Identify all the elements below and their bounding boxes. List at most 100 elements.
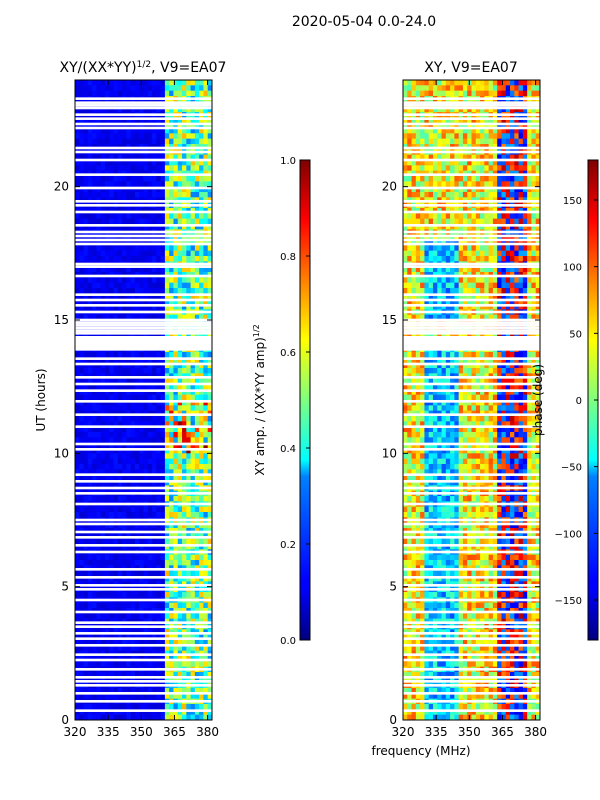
heatmap-cell	[182, 592, 187, 598]
heatmap-cell	[194, 293, 200, 300]
heatmap-cell	[445, 138, 451, 145]
heatmap-cell	[104, 304, 110, 310]
heatmap-cell	[194, 560, 200, 566]
heatmap-cell	[87, 138, 93, 145]
heatmap-cell	[190, 304, 196, 310]
heatmap-cell	[173, 544, 179, 550]
heatmap-cell	[134, 421, 140, 428]
heatmap-cell	[92, 432, 97, 438]
heatmap-cell	[143, 282, 149, 289]
heatmap-cell	[505, 186, 511, 193]
heatmap-cell	[445, 133, 451, 140]
heatmap-cell	[79, 192, 84, 198]
heatmap-cell	[527, 192, 532, 198]
heatmap-cell	[182, 421, 187, 428]
heatmap-cell	[75, 245, 80, 252]
heatmap-cell	[164, 672, 170, 678]
heatmap-cell	[96, 293, 102, 300]
heatmap-cell	[173, 218, 179, 225]
heatmap-cell	[177, 421, 183, 428]
heatmap-cell	[113, 437, 119, 444]
heatmap-cell	[96, 106, 102, 113]
heatmap-cell	[164, 106, 170, 113]
heatmap-cell	[488, 234, 494, 241]
heatmap-cell	[207, 576, 213, 582]
heatmap-cell	[510, 181, 515, 188]
heatmap-cell	[177, 314, 183, 321]
heatmap-cell	[134, 378, 140, 385]
heatmap-cell	[83, 426, 89, 433]
heatmap-cell	[510, 165, 515, 172]
heatmap-cell	[203, 165, 209, 172]
heatmap-cell	[411, 85, 417, 92]
heatmap-cell	[177, 426, 183, 433]
heatmap-cell	[199, 218, 204, 225]
heatmap-cell	[109, 368, 114, 374]
heatmap-cell	[432, 85, 438, 92]
heatmap-cell	[471, 128, 477, 134]
heatmap-cell	[147, 138, 153, 145]
heatmap-cell	[203, 400, 209, 406]
heatmap-cell	[160, 432, 166, 438]
heatmap-cell	[514, 213, 519, 220]
heatmap-cell	[100, 288, 106, 294]
heatmap-cell	[177, 266, 183, 273]
heatmap-cell	[126, 570, 132, 577]
heatmap-cell	[203, 160, 209, 166]
heatmap-cell	[139, 298, 144, 305]
heatmap-cell	[454, 106, 460, 113]
heatmap-cell	[164, 560, 170, 566]
heatmap-cell	[497, 85, 502, 92]
heatmap-cell	[207, 453, 213, 460]
heatmap-cell	[87, 453, 93, 460]
heatmap-cell	[143, 213, 149, 220]
heatmap-cell	[177, 250, 183, 257]
heatmap-cell	[147, 117, 153, 124]
heatmap-cell	[505, 218, 511, 225]
heatmap-cell	[83, 176, 89, 182]
heatmap-cell	[130, 469, 136, 476]
heatmap-cell	[471, 154, 477, 161]
heatmap-cell	[403, 250, 408, 257]
heatmap-cell	[130, 192, 136, 198]
heatmap-cell	[190, 592, 196, 598]
heatmap-cell	[173, 154, 179, 161]
heatmap-cell	[147, 181, 153, 188]
heatmap-cell	[143, 117, 149, 124]
heatmap-cell	[87, 645, 93, 652]
heatmap-cell	[117, 576, 123, 582]
heatmap-cell	[130, 176, 136, 182]
heatmap-cell	[207, 154, 213, 161]
heatmap-cell	[113, 106, 119, 113]
heatmap-cell	[134, 645, 140, 652]
heatmap-cell	[143, 234, 149, 241]
heatmap-cell	[424, 85, 430, 92]
heatmap-cell	[134, 405, 140, 412]
heatmap-cell	[109, 277, 114, 284]
heatmap-cell	[156, 512, 162, 518]
heatmap-cell	[199, 544, 204, 550]
heatmap-cell	[113, 405, 119, 412]
heatmap-cell	[169, 576, 174, 582]
heatmap-cell	[113, 293, 119, 300]
flagged-row	[75, 318, 212, 322]
heatmap-cell	[126, 160, 132, 166]
heatmap-cell	[143, 613, 149, 620]
heatmap-cell	[139, 672, 144, 678]
heatmap-cell	[505, 117, 511, 124]
heatmap-cell	[182, 645, 187, 652]
heatmap-cell	[122, 117, 127, 124]
heatmap-cell	[147, 245, 153, 252]
heatmap-cell	[190, 314, 196, 321]
heatmap-cell	[147, 442, 153, 449]
heatmap-cell	[83, 570, 89, 577]
heatmap-cell	[186, 362, 191, 369]
heatmap-cell	[122, 448, 127, 454]
heatmap-cell	[173, 314, 179, 321]
heatmap-cell	[173, 128, 179, 134]
heatmap-cell	[87, 554, 93, 561]
heatmap-cell	[134, 506, 140, 513]
heatmap-cell	[535, 90, 541, 97]
heatmap-cell	[510, 218, 515, 225]
heatmap-cell	[104, 133, 110, 140]
